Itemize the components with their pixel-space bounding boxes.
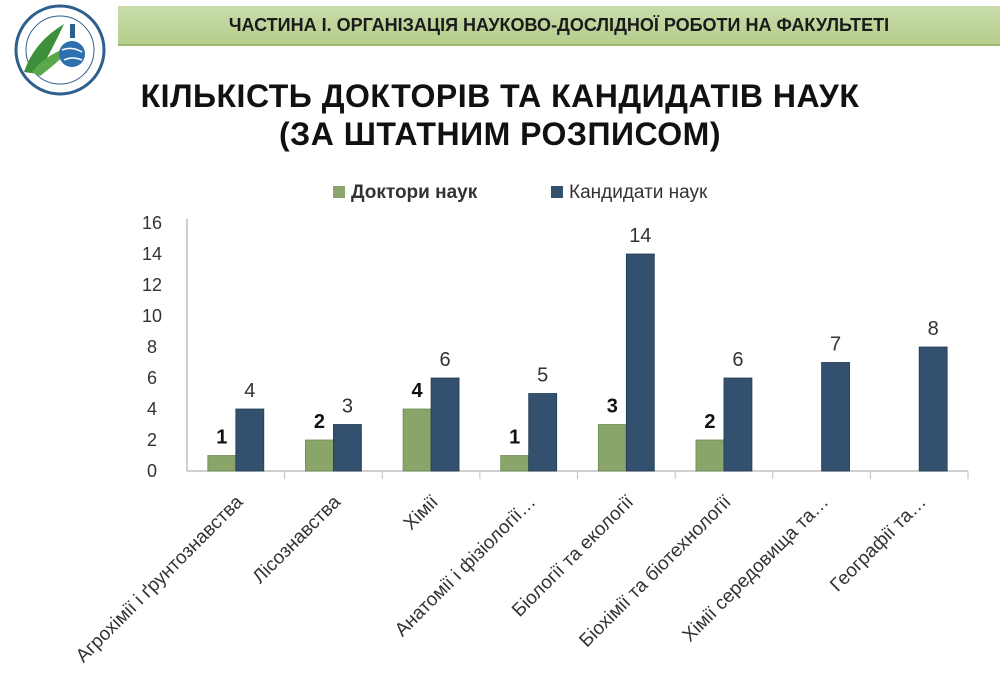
x-tick-label: Хімії (400, 491, 443, 534)
data-label-doctors: 3 (607, 396, 618, 418)
bar-doctors (402, 408, 432, 472)
y-tick-label: 14 (142, 244, 162, 264)
y-tick-label: 4 (147, 399, 157, 419)
y-tick-label: 2 (147, 430, 157, 450)
page-title-line-2: (ЗА ШТАТНИМ РОЗПИСОМ) (279, 116, 721, 152)
bar-candidates (625, 253, 655, 472)
bar-doctors (695, 439, 725, 472)
bar-doctors (305, 439, 334, 472)
legend-swatch (551, 186, 563, 198)
data-label-doctors: 4 (412, 380, 424, 402)
data-label-candidates: 14 (629, 225, 651, 247)
data-label-doctors: 1 (509, 427, 520, 449)
bar-doctors (207, 455, 237, 472)
bar-candidates (723, 377, 753, 472)
y-tick-label: 12 (142, 275, 162, 295)
y-tick-label: 6 (147, 368, 157, 388)
y-tick-label: 16 (142, 213, 162, 233)
section-banner: ЧАСТИНА І. ОРГАНІЗАЦІЯ НАУКОВО-ДОСЛІДНОЇ… (118, 6, 1000, 46)
y-tick-label: 10 (142, 306, 162, 326)
bar-candidates (821, 362, 850, 472)
bar-candidates (333, 424, 362, 472)
data-label-candidates: 4 (244, 380, 255, 402)
banner-text: ЧАСТИНА І. ОРГАНІЗАЦІЯ НАУКОВО-ДОСЛІДНОЇ… (228, 15, 890, 35)
data-label-doctors: 2 (314, 411, 325, 433)
data-label-doctors: 2 (704, 411, 715, 433)
bar-candidates (430, 377, 460, 472)
x-tick-label: Географії та… (826, 492, 930, 596)
legend-label: Кандидати наук (569, 182, 708, 203)
y-tick-label: 8 (147, 337, 157, 357)
data-label-candidates: 7 (830, 334, 841, 356)
bar-doctors (500, 455, 530, 472)
data-label-candidates: 6 (440, 349, 451, 371)
bar-candidates (528, 393, 558, 472)
x-tick-label: Агрохімії і ґрунтознавства (72, 491, 248, 667)
legend-swatch (333, 186, 345, 198)
data-label-candidates: 8 (928, 318, 939, 340)
y-tick-label: 0 (147, 461, 157, 481)
data-label-candidates: 6 (732, 349, 743, 371)
bar-doctors (597, 424, 627, 472)
data-label-candidates: 5 (537, 365, 548, 387)
data-label-candidates: 3 (342, 396, 353, 418)
bar-candidates (235, 408, 265, 472)
x-tick-label: Лісознавства (249, 491, 346, 588)
data-label-doctors: 1 (216, 427, 227, 449)
bar-candidates (918, 346, 948, 472)
legend-label: Доктори наук (351, 182, 478, 203)
faculty-logo-icon (14, 4, 106, 96)
page-title-line-1: КІЛЬКІСТЬ ДОКТОРІВ ТА КАНДИДАТІВ НАУК (140, 78, 860, 114)
